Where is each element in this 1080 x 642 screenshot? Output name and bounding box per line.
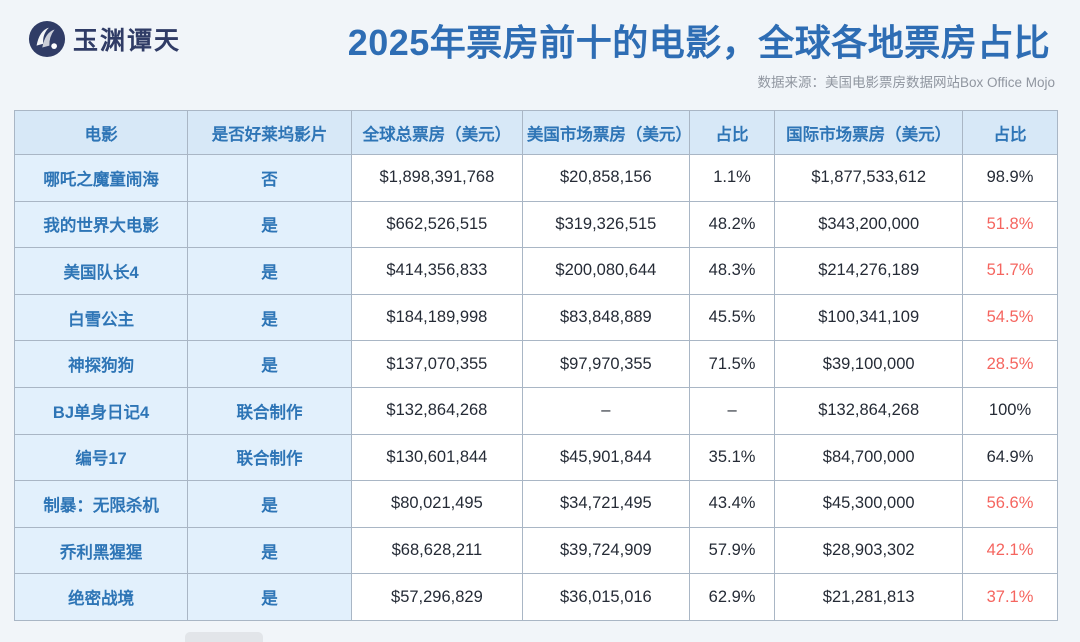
intl-share: 56.6% (962, 480, 1058, 528)
logo: 玉渊谭天 (28, 20, 181, 58)
table-row: 哪吒之魔童闹海否 $1,898,391,768 $20,858,156 1.1% $1,… (13, 154, 1058, 202)
table-body: 哪吒之魔童闹海否 $1,898,391,768 $20,858,156 1.1% $1,… (13, 154, 1058, 621)
table-row: 我的世界大电影是 $662,526,515 $319,326,515 48.2% $34… (13, 200, 1058, 249)
col-header-hollywood: 是否好莱坞影片 (187, 110, 352, 155)
movie-name: 神探狗狗 (13, 340, 189, 388)
movie-name: 绝密战境 (13, 573, 189, 621)
intl-box-office: $84,700,000 (774, 433, 964, 482)
us-share: 48.3% (688, 247, 776, 295)
table-row: 编号17 联合制作 $130,601,844 $45,901,844 35.1% $84,… (13, 433, 1058, 482)
intl-box-office: $1,877,533,612 (774, 154, 964, 202)
hollywood-flag: 联合制作 (187, 386, 352, 435)
intl-box-office: $39,100,000 (774, 340, 964, 388)
hollywood-flag: 是 (187, 340, 352, 388)
table-row: 制暴：无限杀机是 $80,021,495 $34,721,495 43.4% $45,3… (13, 480, 1058, 528)
intl-share: 51.7% (962, 247, 1058, 295)
intl-box-office: $28,903,302 (774, 526, 964, 575)
movie-name: BJ单身日记4 (13, 386, 189, 435)
hollywood-flag: 是 (187, 526, 352, 575)
us-box-office: $20,858,156 (521, 154, 690, 202)
global-box-office: $184,189,998 (350, 293, 523, 342)
table-header-row: 电影 是否好莱坞影片 全球总票房（美元） 美国市场票房（美元） 占比 国际市场票房（美元）… (13, 110, 1058, 155)
us-share: 71.5% (688, 340, 776, 388)
table-row: BJ单身日记4 联合制作 $132,864,268– – $132,864,268 100… (13, 386, 1058, 435)
us-box-office: $36,015,016 (521, 573, 690, 621)
movie-name: 美国队长4 (13, 247, 189, 295)
global-box-office: $80,021,495 (350, 480, 523, 528)
intl-share: 98.9% (962, 154, 1058, 202)
us-share: 1.1% (688, 154, 776, 202)
intl-box-office: $45,300,000 (774, 480, 964, 528)
hollywood-flag: 是 (187, 200, 352, 249)
page-title: 2025年票房前十的电影，全球各地票房占比 (347, 22, 1051, 63)
global-box-office: $68,628,211 (350, 526, 523, 575)
us-box-office: $39,724,909 (521, 526, 690, 575)
movie-name: 制暴：无限杀机 (13, 480, 189, 528)
us-share: 48.2% (688, 200, 776, 249)
hollywood-flag: 是 (187, 573, 352, 621)
intl-box-office: $343,200,000 (774, 200, 964, 249)
hollywood-flag: 是 (187, 247, 352, 295)
col-header-intl-share: 占比 (962, 110, 1058, 155)
hollywood-flag: 是 (187, 480, 352, 528)
col-header-movie: 电影 (13, 110, 189, 155)
partial-element-bottom (185, 632, 263, 642)
box-office-table: 电影 是否好莱坞影片 全球总票房（美元） 美国市场票房（美元） 占比 国际市场票房（美元）… (13, 110, 1058, 621)
global-box-office: $132,864,268 (350, 386, 523, 435)
us-box-office: $97,970,355 (521, 340, 690, 388)
intl-share: 42.1% (962, 526, 1058, 575)
movie-name: 哪吒之魔童闹海 (13, 154, 189, 202)
col-header-us-share: 占比 (688, 110, 776, 155)
header-row: 电影 是否好莱坞影片 全球总票房（美元） 美国市场票房（美元） 占比 国际市场票房（美元）… (13, 110, 1058, 155)
us-box-office: $34,721,495 (521, 480, 690, 528)
us-share: 57.9% (688, 526, 776, 575)
col-header-us-box-office: 美国市场票房（美元） (521, 110, 690, 155)
intl-share: 51.8% (962, 200, 1058, 249)
intl-box-office: $132,864,268 (774, 386, 964, 435)
global-box-office: $57,296,829 (350, 573, 523, 621)
movie-name: 编号17 (13, 433, 189, 482)
intl-share: 37.1% (962, 573, 1058, 621)
table-row: 白雪公主是 $184,189,998 $83,848,889 45.5% $100,34… (13, 293, 1058, 342)
global-box-office: $130,601,844 (350, 433, 523, 482)
us-box-office: $83,848,889 (521, 293, 690, 342)
global-box-office: $1,898,391,768 (350, 154, 523, 202)
movie-name: 白雪公主 (13, 293, 189, 342)
data-source-note: 数据来源：美国电影票房数据网站Box Office Mojo (757, 75, 1055, 90)
us-box-office: $45,901,844 (521, 433, 690, 482)
col-header-global-box-office: 全球总票房（美元） (350, 110, 523, 155)
global-box-office: $137,070,355 (350, 340, 523, 388)
hollywood-flag: 否 (187, 154, 352, 202)
movie-name: 我的世界大电影 (13, 200, 189, 249)
intl-box-office: $214,276,189 (774, 247, 964, 295)
table-row: 绝密战境是 $57,296,829 $36,015,016 62.9% $21,281,… (13, 573, 1058, 621)
us-box-office: – (521, 386, 690, 435)
us-box-office: $319,326,515 (521, 200, 690, 249)
table-row: 美国队长4 是 $414,356,833 $200,080,644 48.3% $214,… (13, 247, 1058, 295)
col-header-intl-box-office: 国际市场票房（美元） (774, 110, 964, 155)
us-share: 35.1% (688, 433, 776, 482)
intl-box-office: $100,341,109 (774, 293, 964, 342)
intl-share: 64.9% (962, 433, 1058, 482)
global-box-office: $414,356,833 (350, 247, 523, 295)
us-share: – (688, 386, 776, 435)
us-share: 62.9% (688, 573, 776, 621)
intl-share: 54.5% (962, 293, 1058, 342)
hollywood-flag: 是 (187, 293, 352, 342)
table-row: 神探狗狗是 $137,070,355 $97,970,355 71.5% $39,100… (13, 340, 1058, 388)
logo-swirl-icon (28, 20, 66, 58)
logo-text: 玉渊谭天 (73, 26, 182, 55)
intl-share: 28.5% (962, 340, 1058, 388)
table-row: 乔利黑猩猩是 $68,628,211 $39,724,909 57.9% $28,903… (13, 526, 1058, 575)
global-box-office: $662,526,515 (350, 200, 523, 249)
us-share: 45.5% (688, 293, 776, 342)
movie-name: 乔利黑猩猩 (13, 526, 189, 575)
us-box-office: $200,080,644 (521, 247, 690, 295)
intl-box-office: $21,281,813 (774, 573, 964, 621)
us-share: 43.4% (688, 480, 776, 528)
hollywood-flag: 联合制作 (187, 433, 352, 482)
intl-share: 100% (962, 386, 1058, 435)
